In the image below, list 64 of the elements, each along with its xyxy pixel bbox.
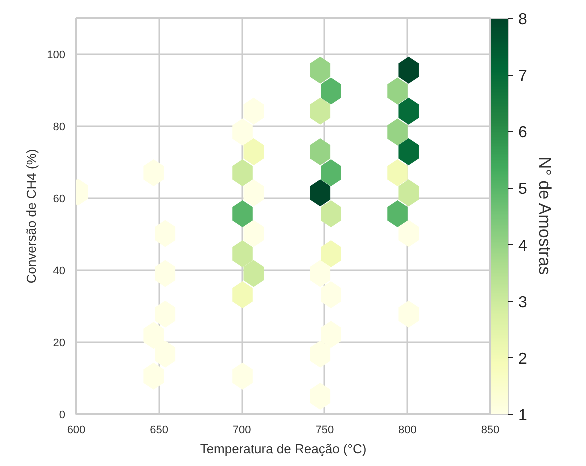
x-tick-label: 800 [398,424,417,436]
point [321,321,342,348]
color-bar-label: 7 [518,68,528,86]
point [321,159,342,186]
y-tick-label: 0 [59,410,66,422]
point [310,56,331,84]
x-axis-title: Temperatura de Reação (°C) [200,442,367,456]
point [398,220,419,248]
y-tick-label: 40 [53,266,66,278]
point [398,300,419,328]
point [388,159,408,186]
point [321,240,342,268]
point [232,118,253,146]
point [232,159,253,186]
point [310,98,331,125]
point [155,220,176,248]
point [232,200,253,228]
point [244,98,264,125]
point [244,180,264,207]
y-tick-label: 80 [53,122,66,134]
point [232,240,253,268]
color-bar-label: 2 [518,350,528,368]
point [144,322,164,350]
color-bar-title: N° de Amostras [536,156,554,276]
y-axis-title: Conversão de CH4 (%) [24,149,40,284]
x-tick-label: 600 [67,424,86,436]
point [310,383,331,410]
x-tick-label: 650 [150,424,168,436]
point [398,138,419,166]
point [321,78,342,105]
point [232,281,253,308]
point [310,138,331,166]
point [155,300,176,328]
x-tick-label: 750 [316,424,334,436]
color-bar-label: 4 [518,238,528,255]
color-bar-label: 1 [518,408,528,424]
point [232,362,253,390]
point [244,138,264,166]
x-tick-label: 700 [232,424,252,436]
point [244,220,264,248]
point [310,340,331,368]
color-bar-label: 5 [518,181,528,198]
y-tick-label: 60 [53,194,66,206]
point [398,180,419,207]
x-tick-label: 850 [481,424,500,436]
y-tick-label: 100 [47,50,66,62]
point [155,260,176,288]
point [398,56,419,84]
point [144,362,164,390]
color-bar-label: 3 [518,294,528,312]
point [388,118,408,146]
point [321,200,342,228]
point [388,78,408,105]
point [310,180,331,207]
color-bar-label: 6 [518,124,528,142]
point [398,98,419,125]
color-bar-label: 8 [518,12,528,28]
point [244,260,264,288]
point [310,260,331,288]
point [144,159,164,186]
point [321,281,342,308]
point [155,340,176,368]
point [388,200,408,228]
y-tick-label: 20 [53,338,66,350]
